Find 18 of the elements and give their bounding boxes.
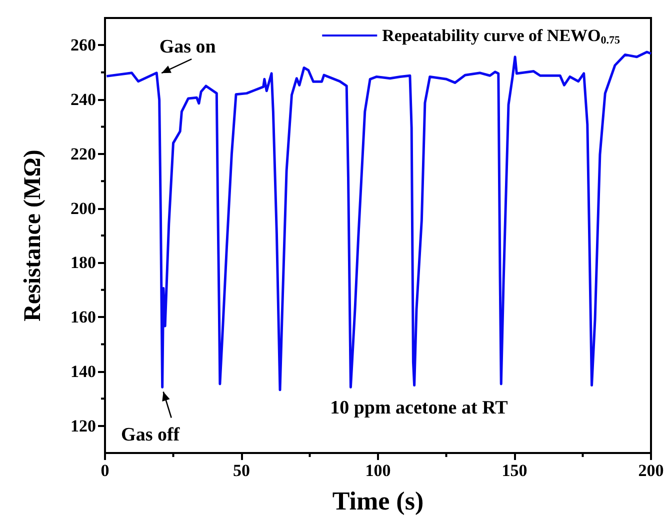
annotation: Gas on xyxy=(159,36,216,58)
annotation: Gas off xyxy=(121,424,180,446)
y-tick-label: 260 xyxy=(70,36,96,55)
y-tick-label: 180 xyxy=(70,253,96,272)
x-tick-label: 200 xyxy=(638,461,664,480)
y-tick-label: 160 xyxy=(70,308,96,327)
y-tick-label: 140 xyxy=(70,362,96,381)
annotation: 10 ppm acetone at RT xyxy=(330,398,508,418)
y-tick-label: 200 xyxy=(70,198,96,218)
x-axis-title: Time (s) xyxy=(332,486,424,516)
y-tick-label: 240 xyxy=(70,90,96,110)
x-tick-label: 50 xyxy=(233,461,250,480)
x-tick-label: 0 xyxy=(100,461,110,480)
x-tick-label: 100 xyxy=(365,461,391,480)
y-tick-label: 120 xyxy=(70,416,96,436)
x-tick-label: 150 xyxy=(502,461,528,480)
y-axis-title: Resistance (MΩ) xyxy=(20,150,46,322)
y-tick-label: 220 xyxy=(70,144,96,164)
